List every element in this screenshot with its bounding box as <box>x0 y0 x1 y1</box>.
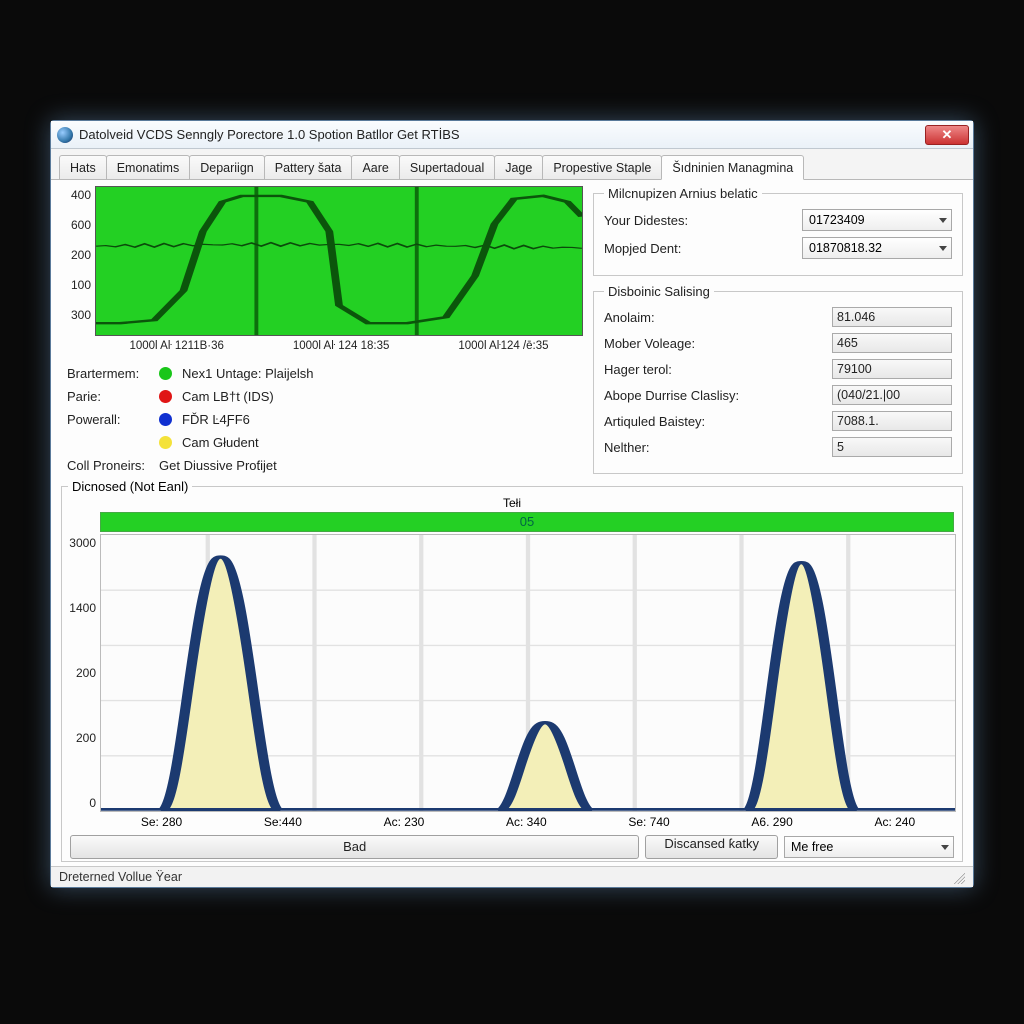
tab-3[interactable]: Pattery šata <box>264 155 353 179</box>
chart-top: 400 600 200 100 300 <box>61 186 583 336</box>
chevron-down-icon <box>939 218 947 223</box>
legend-key: Powerall: <box>67 412 159 427</box>
legend-row: Brartermem: Nex1 Untage: Plaijelsh <box>67 366 583 381</box>
tab-1[interactable]: Emonatims <box>106 155 191 179</box>
tab-0[interactable]: Hats <box>59 155 107 179</box>
legend-dot <box>159 390 172 403</box>
mefree-combo[interactable]: Me free <box>784 836 954 858</box>
ytick: 400 <box>61 188 91 202</box>
field-combo[interactable]: 01870818.32 <box>802 237 952 259</box>
tab-4[interactable]: Aare <box>351 155 399 179</box>
legend-text: Cam LB†t (IDS) <box>182 389 274 404</box>
panel-milcnupizen-title: Milcnupizen Arnius belatic <box>604 186 762 201</box>
field-readout <box>832 437 952 457</box>
ytick: 300 <box>61 308 91 322</box>
legend-row: Parie: Cam LB†t (IDS) <box>67 389 583 404</box>
xtick: 1000l Aŀ124 /ē:35 <box>458 340 548 352</box>
resize-grip-icon[interactable] <box>951 870 965 884</box>
xtick: Se:440 <box>264 815 302 829</box>
chevron-down-icon <box>941 845 949 850</box>
panel-milcnupizen: Milcnupizen Arnius belatic Your Didestes… <box>593 186 963 276</box>
legend-row: Coll Proneirs:Get Diussive Proƭijet <box>67 458 583 473</box>
ytick: 600 <box>61 218 91 232</box>
chart-bottom-tlabel: Tełi <box>62 496 962 510</box>
ytick: 0 <box>62 796 96 810</box>
tab-6[interactable]: Jage <box>494 155 543 179</box>
legend-key: Brartermem: <box>67 366 159 381</box>
legend-dot <box>159 436 172 449</box>
panel-disboinic: Disboinic Salising Anolaim: Mober Voleage… <box>593 284 963 474</box>
field-label: Hager terol: <box>604 362 832 377</box>
tab-7[interactable]: Propestive Staple <box>542 155 662 179</box>
chart-bottom-plot <box>100 534 956 812</box>
field-label: Artiquled Baistey: <box>604 414 832 429</box>
legend-row: Powerall: FĎR Ŀ4ƑF6 <box>67 412 583 427</box>
xtick: 1000l Aŀ 124 18:35 <box>293 340 390 352</box>
app-icon <box>57 127 73 143</box>
field-readout <box>832 307 952 327</box>
xtick: Ac: 240 <box>874 815 915 829</box>
field-readout <box>832 333 952 353</box>
chart-bottom-bar: 05 <box>100 512 954 532</box>
legend-row: Cam Głudent <box>67 435 583 450</box>
legend-key: Parie: <box>67 389 159 404</box>
legend-text: Cam Głudent <box>182 435 259 450</box>
combo-value: 01870818.32 <box>809 241 882 255</box>
discansed-button[interactable]: Discansed ƙatky <box>645 835 778 859</box>
field-label: Anolaim: <box>604 310 832 325</box>
ytick: 200 <box>62 731 96 745</box>
panel-lower: Dicnosed (Not Eanl) Tełi 05 300014002002… <box>61 486 963 862</box>
tab-5[interactable]: Supertadoual <box>399 155 495 179</box>
ytick: 200 <box>62 666 96 680</box>
field-label: Abope Durrise Claslisy: <box>604 388 832 403</box>
combo-value: 01723409 <box>809 213 865 227</box>
ytick: 200 <box>61 248 91 262</box>
field-readout <box>832 359 952 379</box>
window-title: Datolveid VCDS Senngly Porectore 1.0 Spo… <box>79 127 925 142</box>
legend-key: Coll Proneirs: <box>67 458 159 473</box>
tab-8[interactable]: Šıdninien Managmina <box>661 155 804 180</box>
chart-legend: Brartermem: Nex1 Untage: Plaijelsh Parie: C… <box>67 366 583 473</box>
ytick: 100 <box>61 278 91 292</box>
chart-top-plot <box>95 186 583 336</box>
panel-disboinic-title: Disboinic Salising <box>604 284 714 299</box>
legend-text: FĎR Ŀ4ƑF6 <box>182 412 250 427</box>
xtick: Se: 740 <box>628 815 669 829</box>
status-bar: Dreterned Vollue Ÿear <box>51 866 973 887</box>
ytick: 1400 <box>62 601 96 615</box>
field-readout <box>832 411 952 431</box>
ytick: 3000 <box>62 536 96 550</box>
tab-strip: HatsEmonatimsDepariignPattery šataAareSu… <box>51 149 973 180</box>
panel-lower-title: Dicnosed (Not Eanl) <box>68 479 192 494</box>
app-window: Datolveid VCDS Senngly Porectore 1.0 Spo… <box>50 120 974 888</box>
field-label: Mober Voleage: <box>604 336 832 351</box>
legend-dot <box>159 367 172 380</box>
field-label: Mopjed Dent: <box>604 241 802 256</box>
field-readout <box>832 385 952 405</box>
bad-button[interactable]: Bad <box>70 835 639 859</box>
xtick: A6. 290 <box>751 815 792 829</box>
xtick: Ac: 340 <box>506 815 547 829</box>
field-label: Nelther: <box>604 440 832 455</box>
xtick: Ac: 230 <box>384 815 425 829</box>
legend-text: Get Diussive Proƭijet <box>159 458 277 473</box>
tab-2[interactable]: Depariign <box>189 155 265 179</box>
close-button[interactable]: ✕ <box>925 125 969 145</box>
xtick: 1000l Aŀ 1211B·36 <box>129 340 223 352</box>
titlebar: Datolveid VCDS Senngly Porectore 1.0 Spo… <box>51 121 973 149</box>
field-combo[interactable]: 01723409 <box>802 209 952 231</box>
tab-content: 400 600 200 100 300 1000l Aŀ 1211B·36 1000l A… <box>51 180 973 866</box>
status-text: Dreterned Vollue Ÿear <box>59 870 182 884</box>
close-icon: ✕ <box>942 127 953 143</box>
field-label: Your Didestes: <box>604 213 802 228</box>
xtick: Se: 280 <box>141 815 182 829</box>
legend-text: Nex1 Untage: Plaijelsh <box>182 366 314 381</box>
mefree-combo-value: Me free <box>791 840 833 854</box>
chevron-down-icon <box>939 246 947 251</box>
legend-dot <box>159 413 172 426</box>
